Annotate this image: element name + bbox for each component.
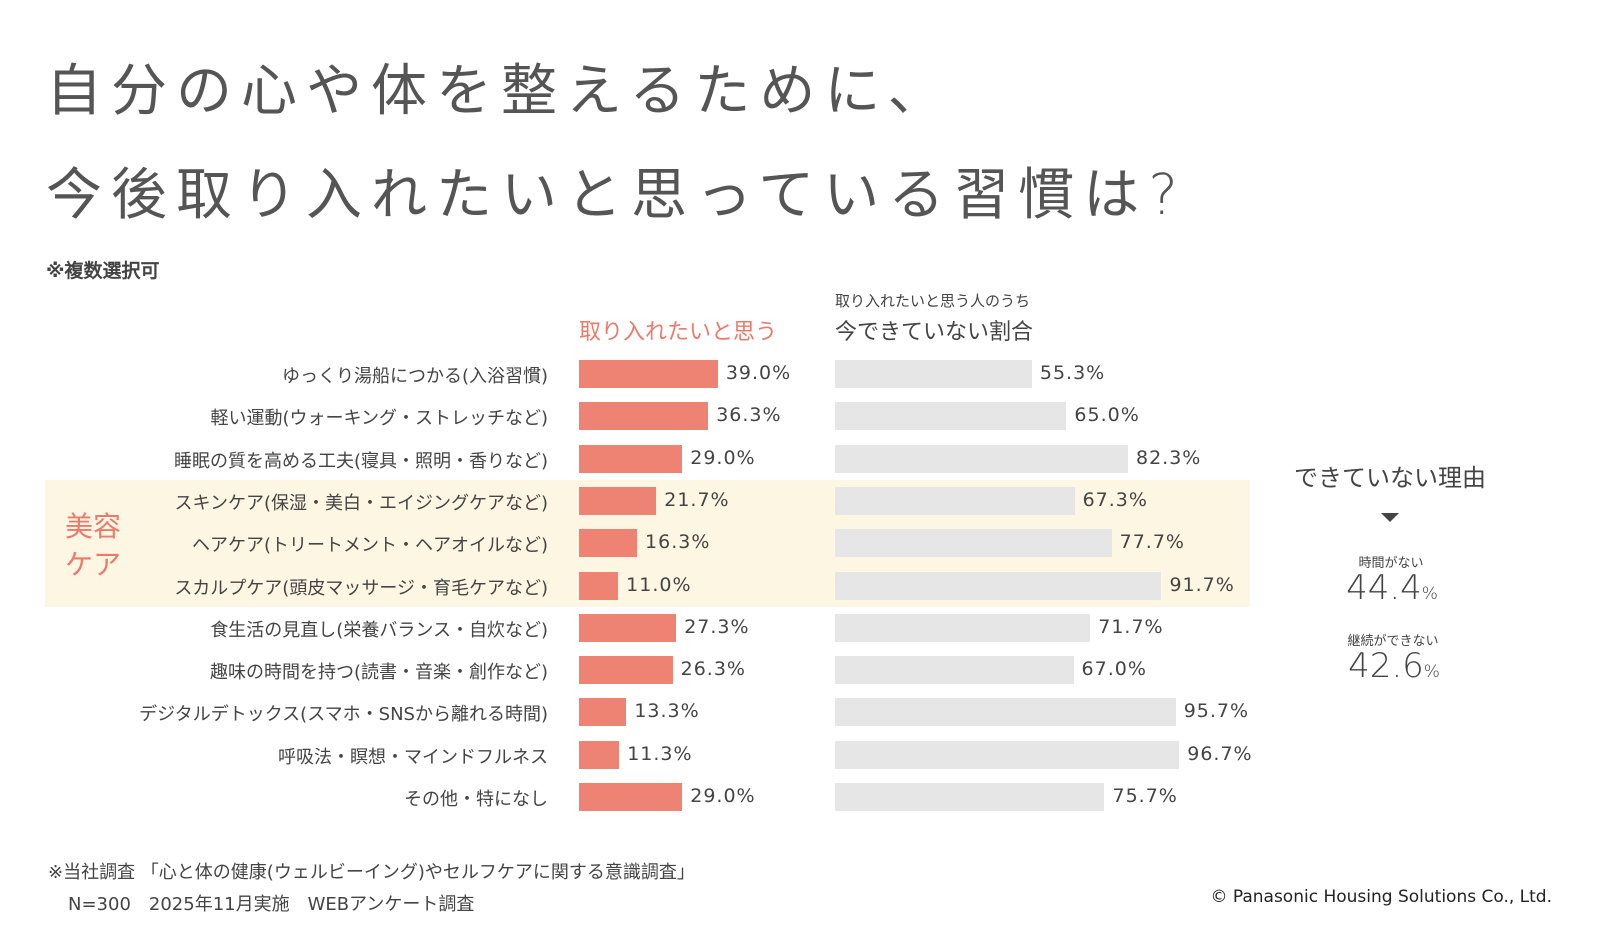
reason-value-number: 42.6	[1348, 646, 1424, 686]
bar-not-done	[835, 613, 1091, 642]
bar-want	[579, 486, 657, 515]
data-label: 39.0%	[725, 362, 792, 384]
copyright: © Panasonic Housing Solutions Co., Ltd.	[1210, 887, 1552, 907]
title-line-1: 自分の心や体を整えるために、	[46, 59, 953, 124]
data-label: 29.0%	[690, 785, 756, 807]
bar-want	[579, 740, 620, 769]
down-triangle-icon	[1381, 513, 1399, 522]
bar-not-done	[835, 486, 1075, 515]
category-label: デジタルデトックス(スマホ・SNSから離れる時間)	[139, 704, 548, 726]
category-label: 睡眠の質を高める工夫(寝具・照明・香りなど)	[173, 450, 548, 472]
bar-not-done	[835, 444, 1128, 473]
data-label: 91.7%	[1169, 573, 1235, 596]
data-label: 26.3%	[680, 658, 746, 681]
multiple-choice-note: ※複数選択可	[46, 260, 160, 282]
bar-not-done	[835, 529, 1112, 558]
category-label: スキンケア(保湿・美白・エイジングケアなど)	[174, 492, 548, 514]
reason-value-unit: %	[1421, 584, 1438, 604]
series-header-not-done: 今できていない割合	[835, 320, 1034, 345]
data-label: 55.3%	[1039, 362, 1106, 384]
category-label: ゆっくり湯船につかる(入浴習慣)	[281, 366, 548, 387]
category-label: 呼吸法・瞑想・マインドフルネス	[278, 746, 548, 768]
reason-label: 継続ができない	[1347, 634, 1439, 649]
bar-want	[579, 402, 709, 431]
reason-value: 44.4%	[1322, 568, 1462, 608]
data-label: 16.3%	[645, 531, 711, 554]
data-label: 21.7%	[664, 488, 730, 511]
bar-want	[579, 656, 673, 685]
reason-label: 時間がない	[1358, 556, 1424, 571]
bar-want	[579, 783, 683, 811]
reason-value-unit: %	[1423, 662, 1440, 682]
group-label-beauty-care: 美容ケア	[64, 510, 121, 581]
bar-not-done	[835, 740, 1180, 769]
reasons-title: できていない理由	[1294, 464, 1486, 492]
bar-want	[579, 613, 677, 642]
bar-want	[579, 360, 718, 388]
category-label: 軽い運動(ウォーキング・ストレッチなど)	[210, 408, 548, 430]
bar-want	[579, 571, 619, 600]
data-label: 82.3%	[1135, 446, 1202, 469]
reason-value: 42.6%	[1324, 646, 1464, 686]
data-label: 67.3%	[1082, 488, 1148, 511]
bar-not-done	[835, 402, 1067, 431]
data-label: 67.0%	[1081, 658, 1147, 681]
data-label: 75.7%	[1112, 785, 1178, 807]
series-header-want: 取り入れたいと思う	[579, 320, 778, 345]
data-label: 95.7%	[1183, 700, 1250, 723]
footer-survey: ※当社調査 「心と体の健康(ウェルビーイング)やセルフケアに関する意識調査」	[48, 862, 695, 883]
data-label: 96.7%	[1187, 742, 1253, 765]
category-label: 食生活の見直し(栄養バランス・自炊など)	[210, 619, 548, 641]
bar-want	[579, 529, 638, 558]
data-label: 36.3%	[716, 404, 782, 427]
data-label: 29.0%	[690, 446, 756, 469]
data-label: 65.0%	[1074, 404, 1140, 427]
bar-want	[579, 444, 683, 473]
bar-not-done	[835, 656, 1074, 685]
bar-want	[579, 698, 627, 727]
category-label: ヘアケア(トリートメント・ヘアオイルなど)	[191, 535, 548, 557]
bar-not-done	[835, 783, 1105, 811]
reason-value-number: 44.4	[1346, 568, 1422, 608]
category-label: 趣味の時間を持つ(読書・音楽・創作など)	[209, 662, 548, 684]
category-label: スカルプケア(頭皮マッサージ・育毛ケアなど)	[174, 577, 548, 599]
series-header-not-done-sub: 取り入れたいと思う人のうち	[835, 292, 1031, 310]
bar-not-done	[835, 360, 1032, 388]
data-label: 27.3%	[684, 615, 750, 638]
data-label: 71.7%	[1098, 615, 1164, 638]
data-label: 77.7%	[1119, 531, 1185, 554]
bar-not-done	[835, 571, 1162, 600]
bar-not-done	[835, 698, 1176, 727]
data-label: 13.3%	[634, 700, 700, 723]
footer-sample: N=300 2025年11月実施 WEBアンケート調査	[68, 894, 475, 915]
category-label: その他・特になし	[404, 789, 548, 810]
data-label: 11.3%	[627, 742, 693, 765]
data-label: 11.0%	[626, 573, 692, 596]
title-line-2: 今後取り入れたいと思っている習慣は?	[46, 163, 1187, 228]
